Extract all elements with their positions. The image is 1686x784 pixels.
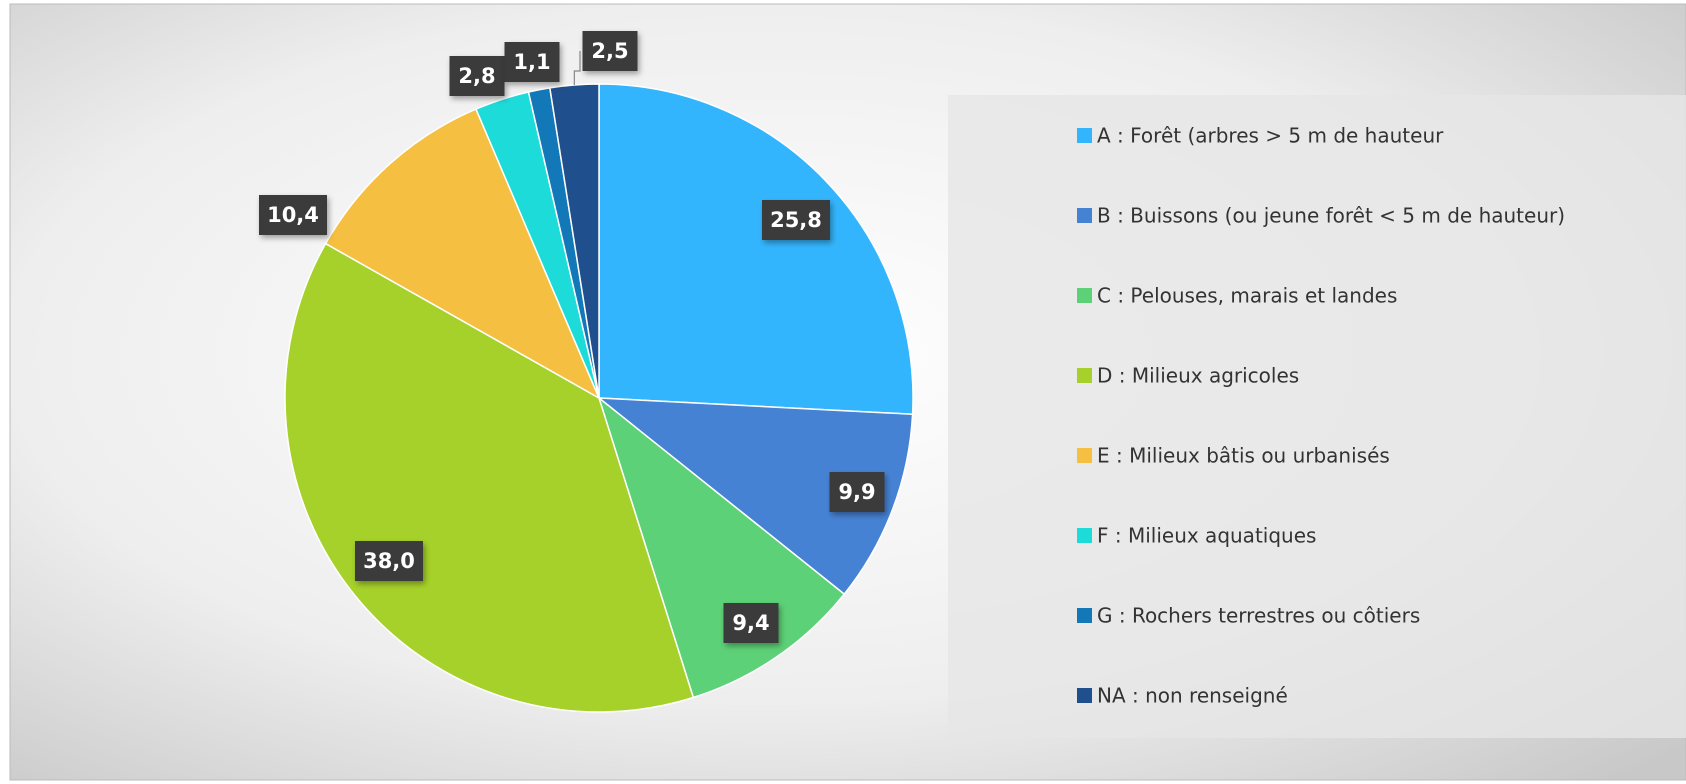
data-label-box [504, 42, 560, 82]
legend-swatch [1077, 528, 1092, 543]
data-label-box [582, 31, 638, 71]
legend-label: F : Milieux aquatiques [1097, 524, 1316, 548]
data-label: 9,4 [732, 611, 769, 635]
data-label-box [259, 195, 327, 235]
data-label-box [355, 541, 423, 581]
data-label-box [762, 200, 830, 240]
legend-swatch [1077, 208, 1092, 223]
legend-swatch [1077, 368, 1092, 383]
legend-box [948, 95, 1686, 738]
pie-slice [596, 397, 914, 596]
legend-swatch [1077, 128, 1092, 143]
legend-label: D : Milieux agricoles [1097, 364, 1299, 388]
data-label: 2,5 [591, 39, 628, 63]
data-label: 25,8 [770, 208, 822, 232]
pie-slice [548, 83, 600, 399]
legend-swatch [1077, 448, 1092, 463]
data-label-box [723, 603, 779, 643]
data-label-box [829, 472, 885, 512]
pie-slice [597, 395, 846, 699]
data-label: 38,0 [363, 549, 415, 573]
legend-swatch [1077, 688, 1092, 703]
data-label-box [449, 56, 505, 96]
legend-swatch [1077, 608, 1092, 623]
data-label: 2,8 [458, 64, 495, 88]
legend-label: E : Milieux bâtis ou urbanisés [1097, 444, 1390, 468]
leader-line [573, 51, 581, 85]
pie-slice [284, 242, 695, 713]
pie-slice [324, 108, 601, 400]
legend-label: NA : non renseigné [1097, 684, 1288, 708]
data-label: 10,4 [267, 203, 319, 227]
legend-swatch [1077, 288, 1092, 303]
data-label: 1,1 [513, 50, 550, 74]
legend-label: B : Buissons (ou jeune forêt < 5 m de ha… [1097, 204, 1565, 228]
data-label: 9,9 [838, 480, 875, 504]
legend-label: A : Forêt (arbres > 5 m de hauteur [1097, 124, 1444, 148]
legend-label: C : Pelouses, marais et landes [1097, 284, 1397, 308]
pie-slice [598, 83, 914, 416]
legend-label: G : Rochers terrestres ou côtiers [1097, 604, 1420, 628]
